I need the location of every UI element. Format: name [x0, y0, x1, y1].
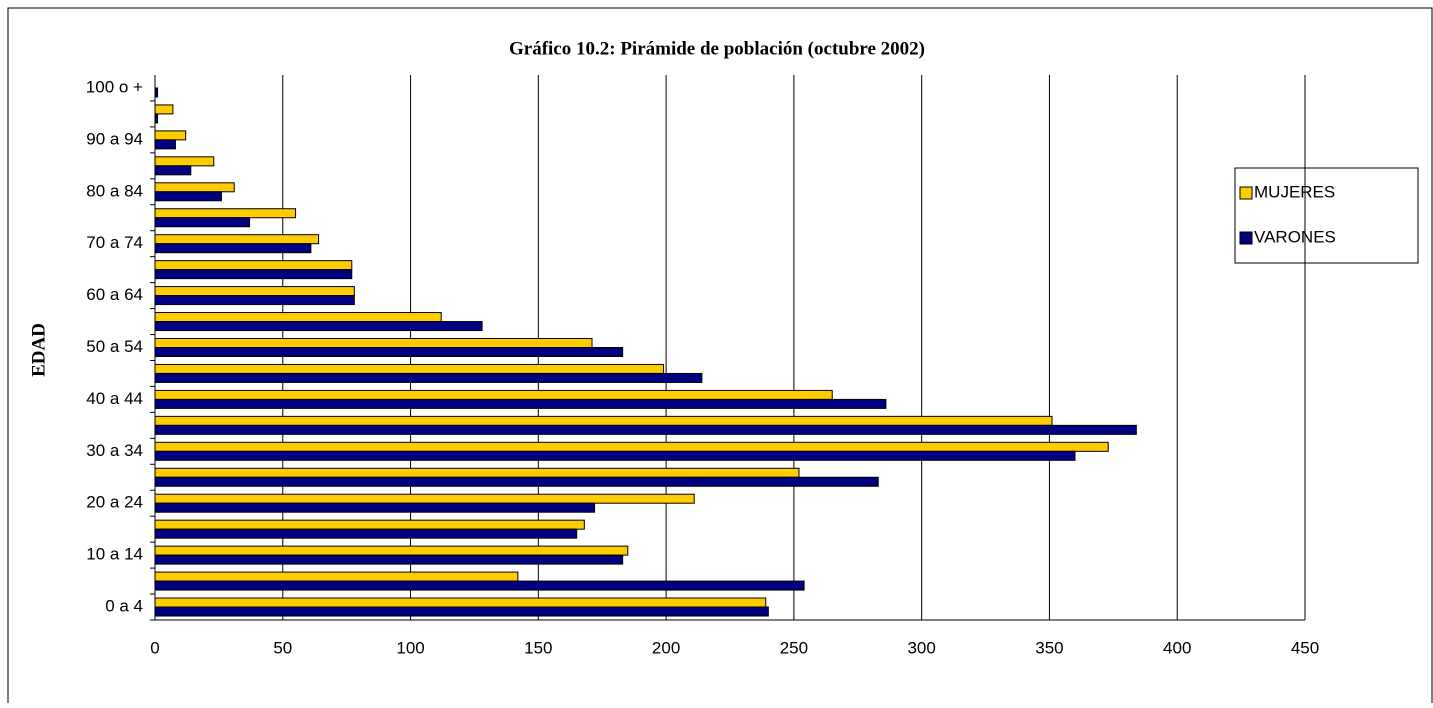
y-tick-label: 80 a 84 — [86, 181, 143, 200]
bar — [154, 554, 624, 565]
legend-swatch — [1239, 186, 1253, 200]
x-tick-label: 450 — [1291, 638, 1319, 657]
bar — [154, 467, 800, 478]
y-tick-label: 0 a 4 — [105, 597, 143, 616]
bar — [154, 217, 251, 228]
bar — [154, 476, 879, 487]
x-tick-label: 150 — [524, 638, 552, 657]
x-tick-label: 300 — [907, 638, 935, 657]
y-tick-label: 60 a 64 — [86, 285, 143, 304]
bar — [154, 269, 353, 280]
bar — [154, 519, 585, 530]
bar — [154, 450, 1076, 461]
legend-swatch — [1239, 231, 1253, 245]
bar — [154, 130, 187, 141]
chart-border — [7, 7, 1433, 708]
y-tick-label: 90 a 94 — [86, 129, 143, 148]
y-tick-label: 100 o + — [86, 77, 143, 96]
bar — [154, 571, 519, 582]
x-tick-label: 100 — [396, 638, 424, 657]
bar — [154, 338, 593, 348]
bar — [154, 286, 355, 297]
bar — [154, 182, 235, 193]
bar — [154, 347, 624, 357]
bar — [154, 208, 297, 219]
bar — [154, 363, 665, 374]
bar — [154, 321, 483, 332]
bar — [154, 139, 176, 150]
bar — [154, 312, 442, 323]
legend-box — [1234, 167, 1419, 264]
y-tick-label: 30 a 34 — [86, 441, 143, 460]
bar — [154, 545, 629, 556]
y-tick-label: 70 a 74 — [86, 233, 143, 252]
y-tick-label: 20 a 24 — [86, 493, 143, 512]
bar — [154, 580, 805, 591]
bar — [154, 606, 769, 617]
bar — [154, 234, 320, 245]
bar — [154, 493, 695, 504]
bar — [154, 113, 159, 124]
y-tick-label: 10 a 14 — [86, 545, 143, 564]
legend-label: VARONES — [1254, 227, 1336, 246]
y-tick-label: 40 a 44 — [86, 389, 143, 408]
x-tick-label: 350 — [1035, 638, 1063, 657]
x-tick-label: 50 — [273, 638, 292, 657]
bar — [154, 191, 222, 202]
bar — [154, 295, 355, 306]
bar — [154, 87, 159, 98]
bar — [154, 528, 578, 539]
bar — [154, 415, 1053, 426]
bar — [154, 398, 887, 409]
bar — [154, 441, 1109, 452]
y-tick-label: 50 a 54 — [86, 337, 143, 356]
chart-title: Gráfico 10.2: Pirámide de población (oct… — [509, 38, 925, 59]
bar — [154, 104, 174, 115]
bar — [154, 389, 833, 400]
bar — [154, 156, 215, 167]
x-tick-label: 400 — [1163, 638, 1191, 657]
bar — [154, 165, 192, 176]
x-tick-label: 0 — [150, 638, 159, 657]
bar — [154, 372, 703, 383]
bar — [154, 424, 1137, 435]
y-axis-label: EDAD — [28, 323, 49, 377]
x-tick-label: 250 — [780, 638, 808, 657]
bar — [154, 243, 312, 254]
bar — [154, 502, 596, 513]
bar — [154, 260, 353, 271]
legend-label: MUJERES — [1254, 182, 1335, 201]
x-tick-label: 200 — [652, 638, 680, 657]
bar — [154, 597, 767, 608]
